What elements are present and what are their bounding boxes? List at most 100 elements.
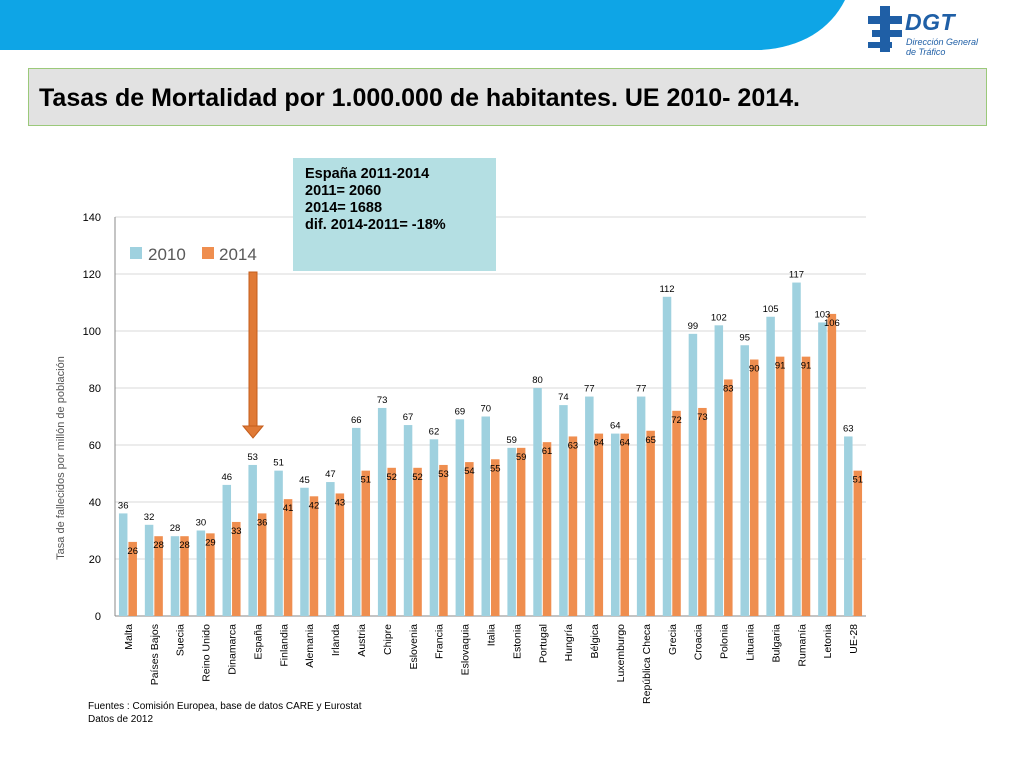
x-tick-label: Polonia (719, 624, 731, 659)
legend-label-2014: 2014 (219, 245, 257, 264)
data-label-2014: 64 (594, 438, 605, 449)
spain-callout: España 2011-2014 2011= 2060 2014= 1688 d… (293, 158, 496, 271)
legend-swatch-2010 (130, 247, 142, 259)
bar-2010 (170, 536, 180, 616)
data-label-2010: 102 (711, 312, 727, 323)
bar-2014 (749, 359, 759, 616)
legend-swatch-2014 (202, 247, 214, 259)
bar-2014 (491, 459, 500, 616)
data-label-2010: 63 (843, 423, 854, 434)
dgt-logo: DGT Dirección General de Tráfico (868, 6, 1018, 62)
data-label-2010: 103 (814, 309, 830, 320)
bar-2010 (507, 447, 516, 616)
bar-2014 (620, 433, 629, 616)
data-label-2014: 41 (283, 503, 294, 514)
x-tick-label: Chipre (382, 624, 394, 655)
bar-2010 (144, 524, 154, 616)
dgt-logo-subtitle: Dirección General de Tráfico (906, 37, 979, 57)
x-tick-label: Bélgica (589, 624, 601, 659)
bar-2014 (827, 313, 837, 616)
data-label-2010: 30 (196, 518, 207, 529)
data-label-2010: 64 (610, 421, 621, 432)
data-label-2014: 83 (723, 383, 734, 394)
x-tick-label: República Checa (641, 624, 653, 704)
bar-2014 (413, 467, 422, 616)
x-tick-label: Rumanía (796, 624, 808, 667)
y-tick-label: 80 (89, 383, 101, 395)
y-tick-label: 140 (83, 212, 101, 224)
data-label-2010: 59 (506, 435, 517, 446)
data-label-2010: 69 (455, 406, 466, 417)
bar-2014 (801, 356, 811, 616)
x-tick-label: Bulgaria (770, 624, 782, 663)
bar-2010 (196, 530, 206, 616)
x-tick-label: Grecia (667, 624, 679, 655)
bar-2010 (300, 487, 309, 616)
data-label-2010: 80 (532, 375, 543, 386)
x-tick-label: Estonia (511, 624, 523, 659)
data-label-2014: 33 (231, 526, 242, 537)
page-title: Tasas de Mortalidad por 1.000.000 de hab… (39, 84, 800, 112)
x-tick-label: Portugal (537, 624, 549, 663)
data-label-2014: 29 (205, 537, 216, 548)
bar-2010 (222, 484, 232, 616)
data-label-2014: 63 (568, 440, 579, 451)
data-label-2014: 53 (438, 469, 449, 480)
bar-2010 (585, 396, 594, 616)
data-label-2014: 64 (619, 438, 630, 449)
data-label-2014: 72 (671, 415, 682, 426)
bar-2014 (568, 436, 578, 616)
bar-2014 (775, 356, 785, 616)
title-box: Tasas de Mortalidad por 1.000.000 de hab… (28, 68, 987, 126)
data-label-2014: 91 (801, 361, 812, 372)
bar-2014 (128, 541, 137, 616)
bar-2010 (455, 419, 465, 616)
data-label-2010: 28 (170, 523, 181, 534)
data-label-2014: 42 (309, 500, 320, 511)
data-label-2014: 59 (516, 452, 527, 463)
bar-2010 (792, 282, 801, 616)
x-tick-label: Croacia (693, 624, 705, 660)
bar-2014 (698, 407, 707, 616)
bar-2010 (481, 416, 490, 616)
x-tick-label: Lituania (744, 624, 756, 661)
data-label-2010: 51 (273, 458, 284, 469)
bar-2010 (118, 513, 128, 616)
callout-line-1: España 2011-2014 (305, 166, 430, 182)
bar-2010 (610, 433, 620, 616)
data-label-2014: 106 (824, 318, 840, 329)
bar-2010 (766, 316, 775, 616)
data-label-2010: 95 (739, 332, 750, 343)
bar-2010 (248, 464, 257, 616)
bar-2010 (740, 345, 749, 616)
x-tick-label: Países Bajos (149, 624, 161, 685)
bar-2010 (844, 436, 853, 616)
callout-line-4: dif. 2014-2011= -18% (305, 217, 446, 233)
y-tick-label: 40 (89, 497, 101, 509)
data-label-2010: 77 (636, 384, 647, 395)
y-axis-title: Tasa de fallecidos por millón de poblaci… (55, 356, 67, 560)
callout-line-2: 2011= 2060 (305, 183, 382, 199)
annotation-arrow-shaft (248, 271, 258, 429)
bar-2014 (516, 447, 526, 616)
data-year-line: Datos de 2012 (88, 714, 154, 725)
data-label-2010: 70 (480, 404, 491, 415)
x-tick-label: Eslovaquia (460, 624, 472, 676)
bar-2014 (542, 442, 552, 616)
bar-2010 (274, 470, 283, 616)
bar-2014 (154, 536, 163, 616)
bar-2010 (352, 427, 361, 616)
data-label-2010: 67 (403, 412, 414, 423)
dgt-logo-icon (868, 6, 902, 52)
bar-2014 (206, 533, 215, 616)
annotation-arrow-head (241, 425, 265, 439)
data-label-2010: 45 (299, 475, 310, 486)
bar-2014 (465, 462, 474, 616)
source-footer: Fuentes : Comisión Europea, base de dato… (88, 700, 361, 726)
x-tick-label: Eslovenia (408, 624, 420, 670)
bar-2010 (326, 482, 335, 616)
x-tick-label: Francia (434, 624, 446, 659)
bar-2014 (646, 430, 655, 616)
data-label-2010: 99 (688, 321, 699, 332)
